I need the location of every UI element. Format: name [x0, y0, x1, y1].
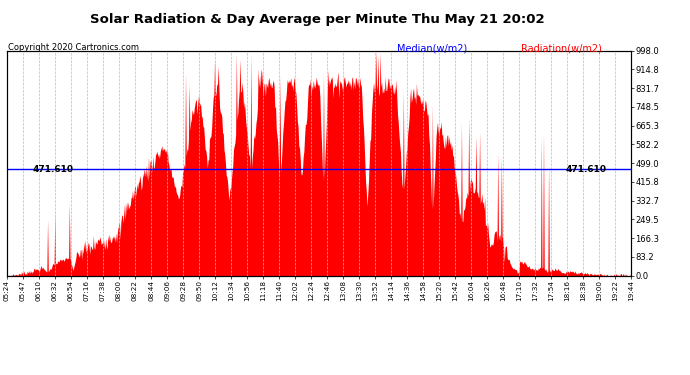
Text: 471.610: 471.610 [566, 165, 607, 174]
Text: Radiation(w/m2): Radiation(w/m2) [521, 43, 602, 53]
Text: Copyright 2020 Cartronics.com: Copyright 2020 Cartronics.com [8, 43, 139, 52]
Text: Median(w/m2): Median(w/m2) [397, 43, 467, 53]
Text: 471.610: 471.610 [32, 165, 73, 174]
Text: Solar Radiation & Day Average per Minute Thu May 21 20:02: Solar Radiation & Day Average per Minute… [90, 13, 544, 26]
